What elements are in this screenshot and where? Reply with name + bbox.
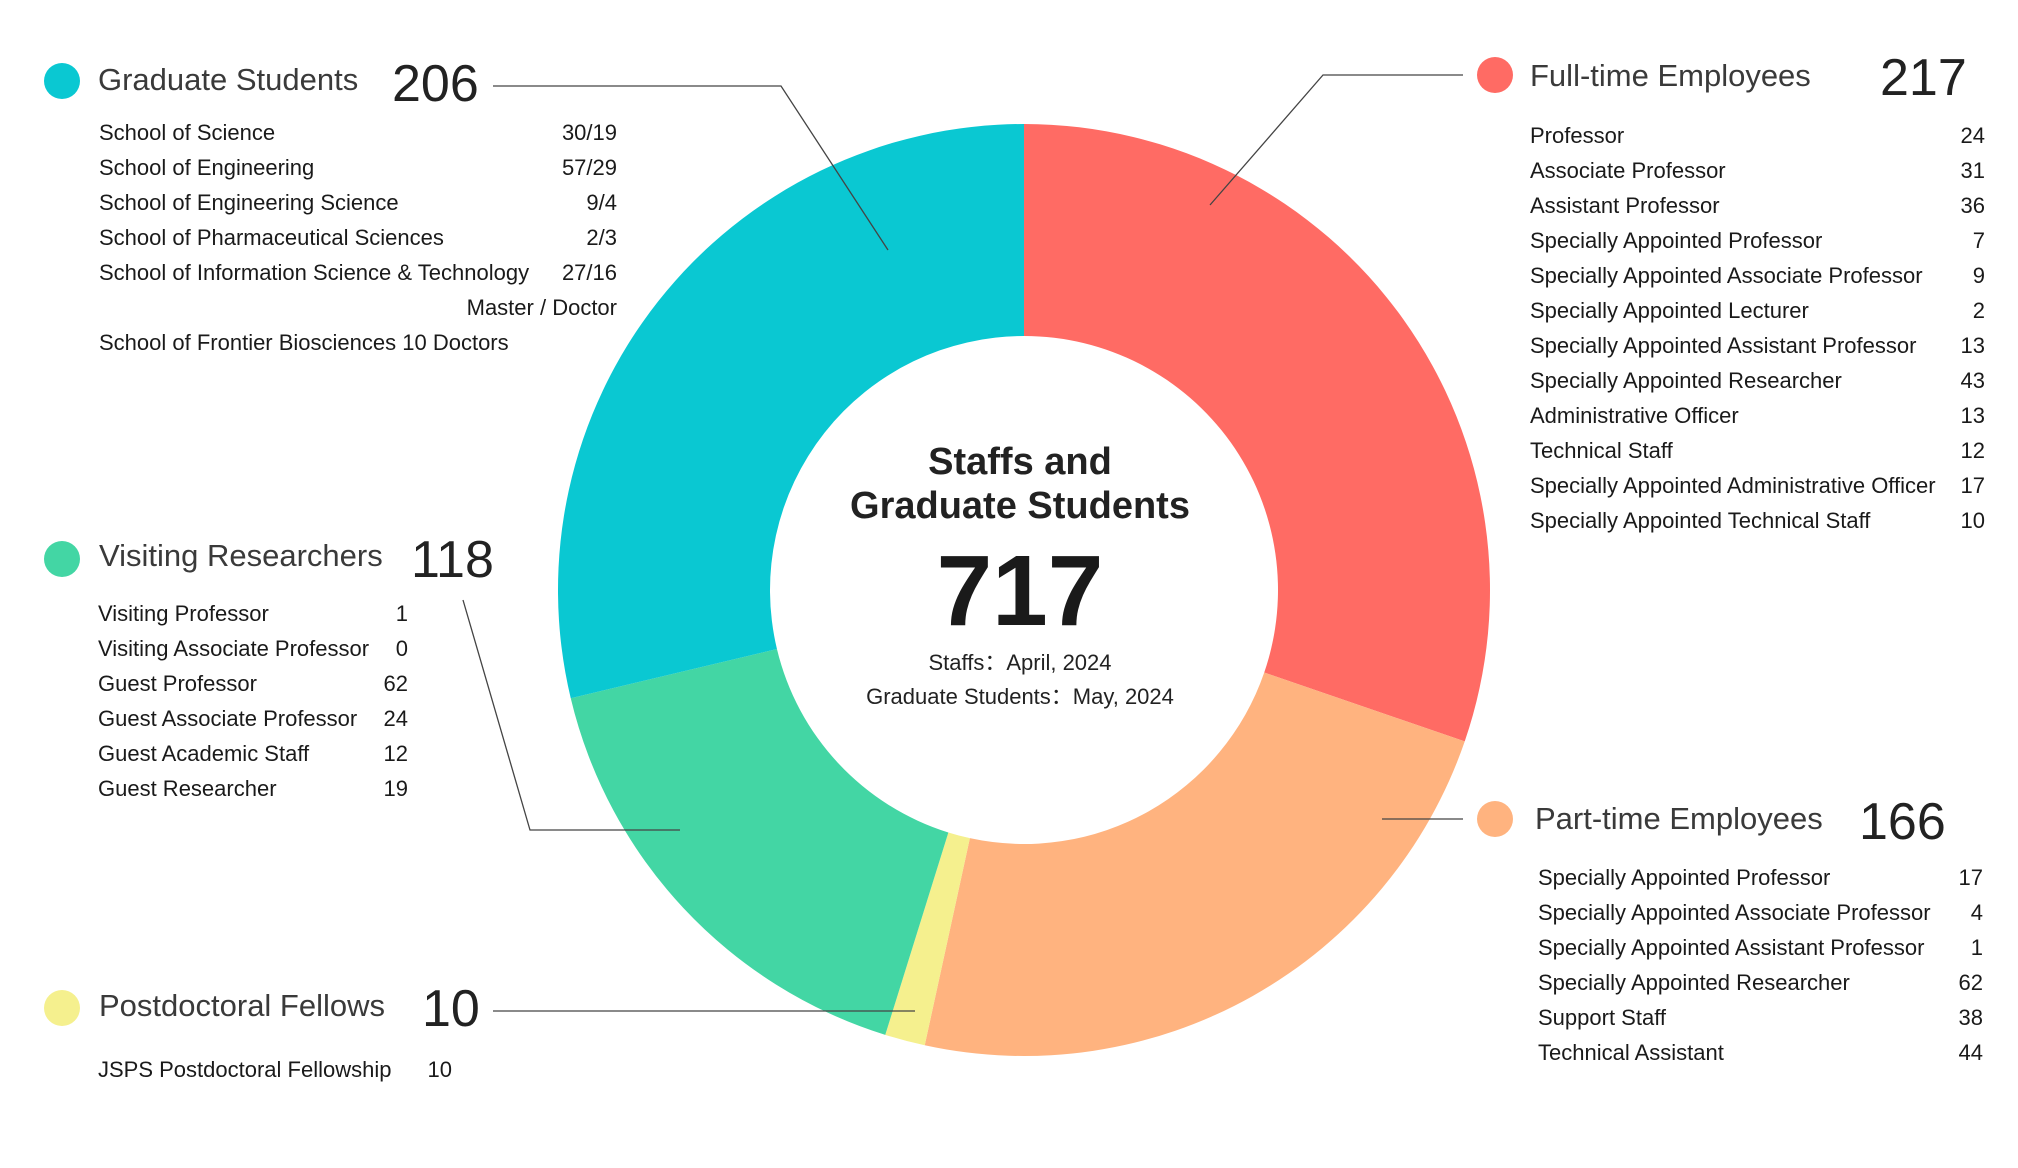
group-rows: JSPS Postdoctoral Fellowship 10 (98, 1052, 452, 1087)
legend-dot-graduate (44, 63, 80, 99)
donut-center: Staffs and Graduate Students 717 Staffs：… (775, 440, 1265, 714)
group-total: 118 (411, 531, 494, 589)
list-item: Specially Appointed Administrative Offic… (1530, 473, 1985, 498)
slice-graduate-students (558, 124, 1024, 699)
legend-dot-visiting (44, 541, 80, 577)
group-total: 10 (422, 980, 480, 1038)
list-item: Guest Professor 62 (98, 671, 408, 696)
slice-full-time-employees (1024, 124, 1490, 742)
list-item: Specially Appointed Professor 17 (1538, 865, 1983, 890)
list-item: Assistant Professor 36 (1530, 193, 1985, 218)
list-item: Specially Appointed Researcher 62 (1538, 970, 1983, 995)
group-rows: School of Science 30/19 School of Enginee… (99, 115, 617, 360)
leader-line-fulltime (1209, 74, 1463, 206)
legend-dot-parttime (1477, 801, 1513, 837)
slice-part-time-employees (924, 672, 1465, 1056)
list-item: Support Staff 38 (1538, 1005, 1983, 1030)
list-item: Technical Staff 12 (1530, 438, 1985, 463)
group-rows: Visiting Professor 1 Visiting Associate P… (98, 596, 408, 806)
list-item: School of Pharmaceutical Sciences 2/3 (99, 225, 617, 250)
group-title: Full-time Employees (1530, 58, 1811, 93)
list-item: School of Engineering Science 9/4 (99, 190, 617, 215)
list-item: Specially Appointed Professor 7 (1530, 228, 1985, 253)
list-item: Visiting Professor 1 (98, 601, 408, 626)
list-item: Specially Appointed Technical Staff 10 (1530, 508, 1985, 533)
list-item: Specially Appointed Researcher 43 (1530, 368, 1985, 393)
center-total: 717 (936, 535, 1104, 647)
group-title: Visiting Researchers (99, 538, 383, 573)
group-title: Part-time Employees (1535, 801, 1823, 836)
slice-visiting-researchers (570, 648, 949, 1035)
list-item: Associate Professor 31 (1530, 158, 1985, 183)
group-rows: Professor 24 Associate Professor 31 Assist… (1530, 118, 1985, 538)
list-item: Specially Appointed Associate Professor 4 (1538, 900, 1983, 925)
list-item: School of Information Science & Technolo… (99, 260, 617, 285)
center-note-staffs: Staffs：April, 2024 (928, 650, 1112, 675)
group-total: 206 (392, 55, 479, 113)
list-item: Visiting Associate Professor 0 (98, 636, 408, 661)
leader-lines (462, 74, 1463, 1012)
list-item: Specially Appointed Associate Professor 9 (1530, 263, 1985, 288)
group-title: Postdoctoral Fellows (99, 988, 386, 1023)
slice-postdoctoral-fellows (885, 832, 970, 1046)
group-total: 166 (1859, 793, 1946, 851)
leader-line-visiting (462, 599, 680, 831)
list-item: Professor 24 (1530, 123, 1985, 148)
list-item: Guest Researcher 19 (98, 776, 408, 801)
list-item: Specially Appointed Assistant Professor 1… (1530, 333, 1985, 358)
group-rows: Specially Appointed Professor 17 Speciall… (1538, 860, 1983, 1070)
list-item: School of Science 30/19 (99, 120, 617, 145)
list-item-note: Master / Doctor (466, 295, 617, 320)
list-item: Technical Assistant 44 (1538, 1040, 1983, 1065)
center-title-line1: Staffs and (928, 441, 1112, 483)
list-item: Specially Appointed Assistant Professor 1 (1538, 935, 1983, 960)
list-item: Guest Associate Professor 24 (98, 706, 408, 731)
list-item: Specially Appointed Lecturer 2 (1530, 298, 1985, 323)
list-item: School of Frontier Biosciences 10 Doctor… (99, 330, 509, 355)
list-item: Administrative Officer 13 (1530, 403, 1985, 428)
list-item: JSPS Postdoctoral Fellowship 10 (98, 1057, 452, 1082)
center-note-students: Graduate Students：May, 2024 (866, 684, 1174, 709)
list-item: Guest Academic Staff 12 (98, 741, 408, 766)
group-total: 217 (1880, 49, 1967, 107)
leader-line-graduate (493, 85, 889, 251)
group-title: Graduate Students (98, 62, 359, 97)
legend-dot-postdoc (44, 990, 80, 1026)
list-item: School of Engineering 57/29 (99, 155, 617, 180)
legend-dot-fulltime (1477, 57, 1513, 93)
donut-slices (558, 124, 1490, 1056)
center-title-line2: Graduate Students (850, 485, 1190, 527)
